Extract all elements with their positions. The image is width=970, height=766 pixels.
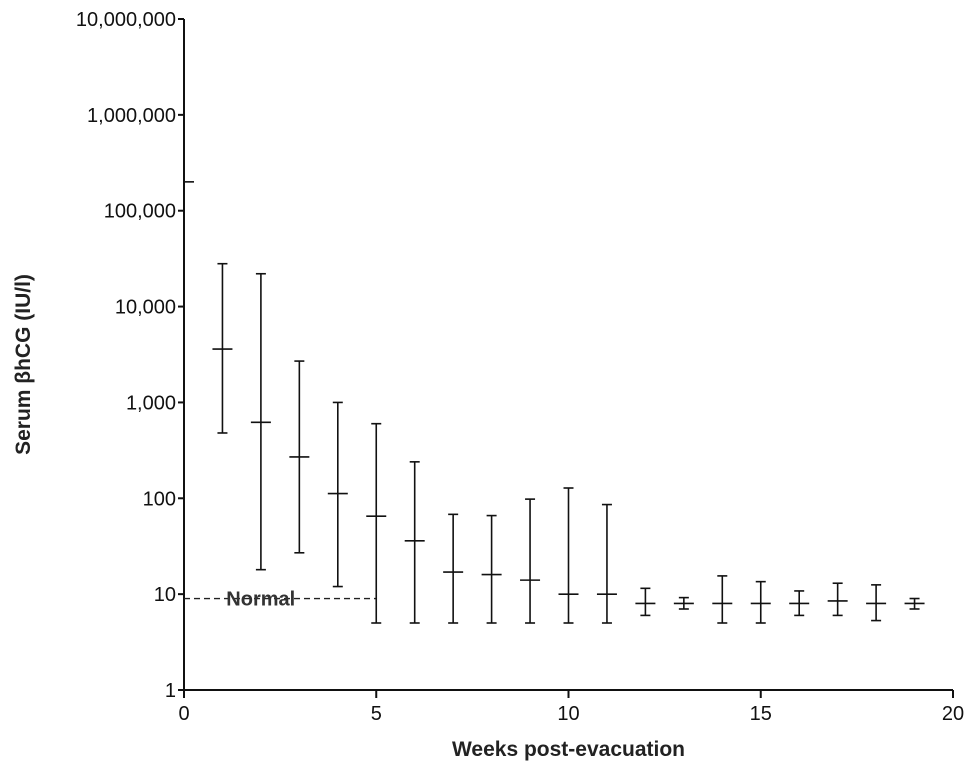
data-point bbox=[750, 580, 771, 624]
normal-reference: Normal bbox=[184, 589, 377, 611]
x-tick-label: 20 bbox=[942, 703, 964, 725]
data-point bbox=[635, 587, 656, 617]
data-point bbox=[673, 596, 694, 610]
data-point bbox=[481, 514, 502, 624]
data-point bbox=[827, 582, 848, 617]
x-tick-label: 10 bbox=[557, 703, 579, 725]
normal-reference-label: Normal bbox=[226, 589, 295, 611]
x-tick-label: 5 bbox=[371, 703, 382, 725]
data-point bbox=[212, 262, 233, 434]
x-tick-label: 15 bbox=[750, 703, 772, 725]
data-point bbox=[712, 575, 733, 624]
y-axis-title: Serum βhCG (IU/l) bbox=[12, 274, 35, 455]
data-point bbox=[866, 584, 887, 622]
data-point bbox=[520, 498, 541, 624]
x-tick-label: 0 bbox=[178, 703, 189, 725]
y-tick-label: 1 bbox=[165, 680, 176, 702]
y-tick-label: 10,000,000 bbox=[76, 9, 176, 31]
median-range-series bbox=[184, 181, 925, 624]
data-point bbox=[289, 360, 310, 554]
y-tick-label: 1,000,000 bbox=[87, 105, 176, 127]
x-ticks: 0 5 10 15 20 bbox=[178, 690, 964, 725]
x-axis-title: Weeks post-evacuation bbox=[452, 738, 685, 761]
y-ticks: 1 10 100 1,000 10,000 100,000 1,000,000 10,000,… bbox=[76, 9, 184, 702]
data-point bbox=[904, 597, 925, 610]
data-point bbox=[443, 513, 464, 624]
y-tick-label: 10,000 bbox=[115, 297, 176, 319]
data-point bbox=[558, 487, 579, 624]
y-tick-label: 1,000 bbox=[126, 392, 176, 414]
y-tick-label: 100,000 bbox=[104, 201, 176, 223]
data-point bbox=[250, 272, 271, 571]
y-tick-label: 10 bbox=[154, 584, 176, 606]
data-point bbox=[789, 590, 810, 617]
data-point bbox=[366, 422, 387, 624]
y-tick-label: 100 bbox=[143, 488, 176, 510]
data-point bbox=[327, 401, 348, 588]
data-point bbox=[404, 461, 425, 624]
data-point bbox=[596, 503, 617, 624]
